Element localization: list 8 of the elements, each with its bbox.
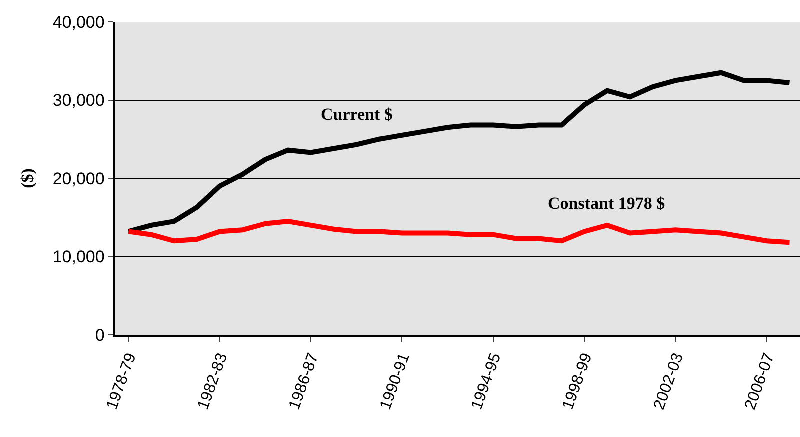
y-tick-label: 30,000 [52, 91, 105, 110]
y-tick-label: 40,000 [52, 12, 105, 32]
series-label: Current $ [321, 105, 394, 124]
series-label: Constant 1978 $ [548, 194, 666, 213]
y-tick-label: 0 [95, 326, 105, 345]
y-tick-label: 20,000 [52, 169, 105, 188]
y-axis-title: ($) [18, 168, 37, 188]
y-tick-label: 10,000 [52, 248, 105, 267]
